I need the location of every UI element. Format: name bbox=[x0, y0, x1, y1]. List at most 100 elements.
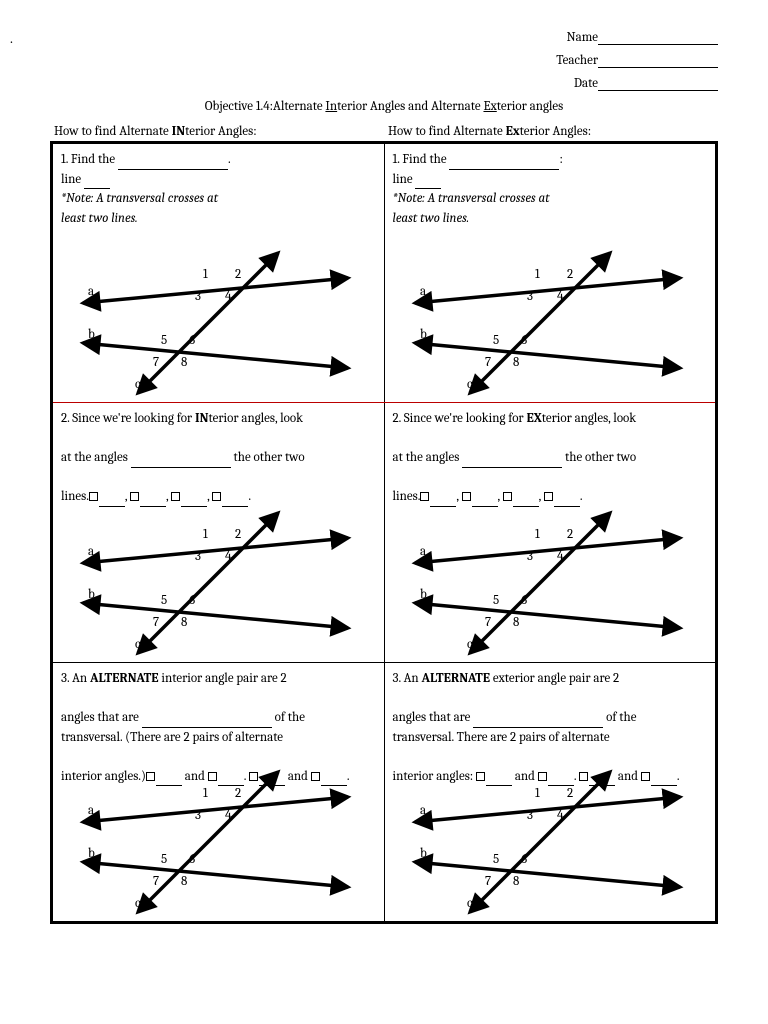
svg-text:7: 7 bbox=[485, 355, 491, 370]
svg-text:6: 6 bbox=[189, 852, 195, 867]
svg-text:3: 3 bbox=[527, 549, 533, 564]
r2r-b3[interactable] bbox=[513, 506, 539, 507]
svg-text:a: a bbox=[88, 544, 94, 559]
r2r-b1[interactable] bbox=[430, 506, 456, 507]
r2l-b2[interactable] bbox=[140, 506, 166, 507]
r1l-blank2[interactable] bbox=[84, 188, 110, 189]
r3r-l2b: of the bbox=[603, 710, 636, 725]
svg-text:7: 7 bbox=[153, 615, 159, 630]
header-fields: Name Teacher Date bbox=[50, 30, 718, 91]
svg-text:7: 7 bbox=[153, 355, 159, 370]
r3r-l3: transversal. There are 2 pairs of altern… bbox=[393, 730, 610, 745]
title-u2: Ex bbox=[483, 99, 496, 114]
r2l-b4[interactable] bbox=[222, 506, 248, 507]
r2l-l2a: at the angles bbox=[61, 450, 131, 465]
svg-text:3: 3 bbox=[195, 549, 201, 564]
r3l-l3: transversal. (There are 2 pairs of alter… bbox=[61, 730, 283, 745]
r3l-blank1[interactable] bbox=[142, 727, 272, 728]
svg-text:8: 8 bbox=[513, 355, 519, 370]
cell-r3-right: 3. An ALTERNATE exterior angle pair are … bbox=[384, 663, 717, 923]
r2r-bold: EX bbox=[526, 411, 541, 426]
svg-text:3: 3 bbox=[195, 289, 201, 304]
svg-text:1: 1 bbox=[203, 267, 208, 282]
svg-text:1: 1 bbox=[535, 786, 540, 801]
svg-text:c: c bbox=[467, 896, 473, 911]
r3r-l1a: 3. An bbox=[393, 671, 422, 686]
cell-r2-left: 2. Since we're looking for INterior angl… bbox=[52, 403, 385, 663]
svg-text:a: a bbox=[88, 803, 94, 818]
r1r-blank2[interactable] bbox=[415, 188, 441, 189]
svg-text:2: 2 bbox=[235, 527, 241, 542]
name-blank[interactable] bbox=[598, 44, 718, 45]
svg-text:b: b bbox=[420, 846, 427, 861]
r3l-l2a: angles that are bbox=[61, 710, 142, 725]
date-blank[interactable] bbox=[598, 90, 718, 91]
r2r-b4[interactable] bbox=[554, 506, 580, 507]
diagram-r3l: abc12345678 bbox=[63, 767, 363, 917]
r2r-l2a: at the angles bbox=[393, 450, 463, 465]
svg-text:b: b bbox=[420, 327, 427, 342]
r1l-blank1[interactable] bbox=[118, 169, 228, 170]
r2r-pre: 2. Since we're looking for bbox=[393, 411, 527, 426]
r2l-blank1[interactable] bbox=[131, 467, 231, 468]
svg-text:1: 1 bbox=[203, 527, 208, 542]
r1l-findpre: 1. Find the bbox=[61, 152, 118, 167]
colhead-left-pre: How to find Alternate bbox=[54, 124, 172, 139]
svg-text:1: 1 bbox=[535, 527, 540, 542]
name-label: Name bbox=[567, 30, 598, 45]
svg-text:4: 4 bbox=[225, 808, 232, 823]
svg-text:a: a bbox=[420, 803, 426, 818]
r2l-b3[interactable] bbox=[181, 506, 207, 507]
diagram-r1r: abc12345678 bbox=[395, 248, 695, 398]
r1r-note: *Note: A transversal crosses at least tw… bbox=[393, 191, 550, 226]
colhead-right-bold: Ex bbox=[506, 124, 520, 139]
svg-text:6: 6 bbox=[521, 333, 527, 348]
svg-text:4: 4 bbox=[225, 289, 232, 304]
diagram-r2r: abc12345678 bbox=[395, 508, 695, 658]
diagram-r1l: abc12345678 bbox=[63, 248, 363, 398]
svg-text:6: 6 bbox=[189, 593, 195, 608]
svg-text:3: 3 bbox=[527, 289, 533, 304]
r1l-note: *Note: A transversal crosses at least tw… bbox=[61, 191, 218, 226]
r2r-blank1[interactable] bbox=[462, 467, 562, 468]
svg-text:2: 2 bbox=[567, 267, 573, 282]
r2r-b2[interactable] bbox=[472, 506, 498, 507]
svg-text:2: 2 bbox=[567, 786, 573, 801]
svg-text:2: 2 bbox=[567, 527, 573, 542]
svg-text:5: 5 bbox=[161, 593, 167, 608]
svg-text:1: 1 bbox=[203, 786, 208, 801]
svg-text:4: 4 bbox=[225, 549, 232, 564]
svg-text:4: 4 bbox=[557, 808, 564, 823]
page-title: Objective 1.4:Alternate Interior Angles … bbox=[50, 99, 718, 114]
r1r-findpre: 1. Find the bbox=[393, 152, 450, 167]
svg-text:c: c bbox=[467, 377, 473, 392]
svg-text:a: a bbox=[420, 284, 426, 299]
svg-text:3: 3 bbox=[195, 808, 201, 823]
svg-text:c: c bbox=[467, 637, 473, 652]
r2l-b1[interactable] bbox=[99, 506, 125, 507]
teacher-blank[interactable] bbox=[598, 67, 718, 68]
svg-text:7: 7 bbox=[153, 874, 159, 889]
r2l-l3a: lines. bbox=[61, 489, 89, 504]
r2l-bold: IN bbox=[195, 411, 209, 426]
diagram-r3r: abc12345678 bbox=[395, 767, 695, 917]
svg-text:7: 7 bbox=[485, 874, 491, 889]
svg-text:1: 1 bbox=[535, 267, 540, 282]
svg-text:c: c bbox=[135, 637, 141, 652]
worksheet-grid: 1. Find the . line *Note: A transversal … bbox=[50, 141, 718, 924]
svg-text:7: 7 bbox=[485, 615, 491, 630]
r2r-l3a: lines. bbox=[393, 489, 421, 504]
r3r-blank1[interactable] bbox=[473, 727, 603, 728]
svg-text:5: 5 bbox=[161, 852, 167, 867]
svg-text:6: 6 bbox=[521, 852, 527, 867]
title-suffix: terior angles bbox=[497, 99, 563, 114]
svg-text:6: 6 bbox=[189, 333, 195, 348]
r3l-l1c: interior angle pair are 2 bbox=[159, 671, 287, 686]
svg-text:3: 3 bbox=[527, 808, 533, 823]
date-label: Date bbox=[574, 76, 598, 91]
r1r-blank1[interactable] bbox=[449, 169, 559, 170]
cell-r1-right: 1. Find the : line *Note: A transversal … bbox=[384, 143, 717, 403]
r2r-l2b: the other two bbox=[562, 450, 636, 465]
r2l-l2b: the other two bbox=[231, 450, 305, 465]
title-text: Objective 1.4:Alternate bbox=[205, 99, 326, 114]
